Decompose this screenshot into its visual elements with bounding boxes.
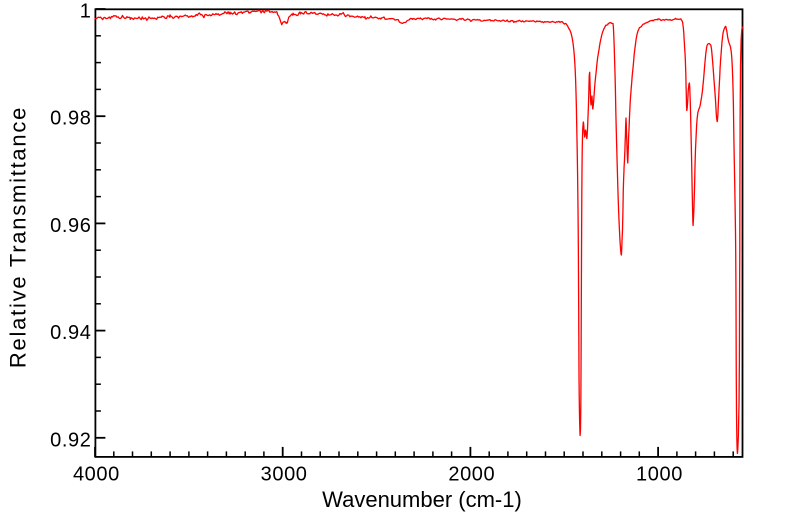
- svg-text:0.94: 0.94: [50, 322, 91, 344]
- svg-text:Wavenumber (cm-1): Wavenumber (cm-1): [322, 487, 522, 512]
- svg-text:3000: 3000: [261, 464, 308, 486]
- svg-text:0.96: 0.96: [50, 215, 91, 237]
- svg-text:1: 1: [80, 1, 92, 23]
- svg-text:2000: 2000: [448, 464, 495, 486]
- svg-text:0.92: 0.92: [50, 429, 91, 451]
- svg-text:Relative Transmittance: Relative Transmittance: [6, 106, 31, 368]
- svg-text:1000: 1000: [636, 464, 683, 486]
- svg-text:0.98: 0.98: [50, 108, 91, 130]
- svg-text:4000: 4000: [73, 464, 120, 486]
